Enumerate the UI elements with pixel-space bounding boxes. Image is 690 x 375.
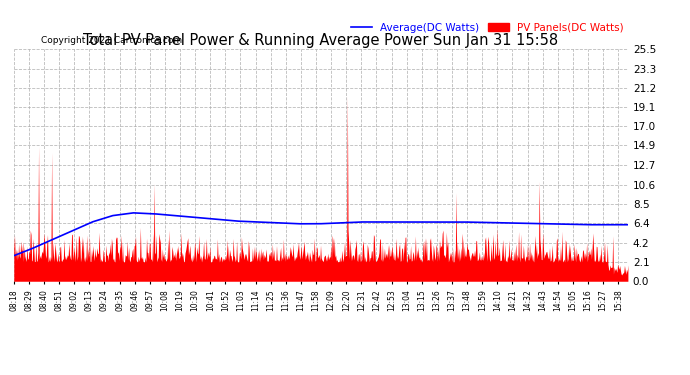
Line: Average(DC Watts): Average(DC Watts) xyxy=(14,213,628,256)
Average(DC Watts) xyxy=(10,254,18,258)
Average(DC Watts) xyxy=(358,220,366,224)
Average(DC Watts) xyxy=(210,217,219,221)
Title: Total PV Panel Power & Running Average Power Sun Jan 31 15:58: Total PV Panel Power & Running Average P… xyxy=(83,33,558,48)
Average(DC Watts) xyxy=(322,221,331,226)
Text: Copyright 2021 Cartronics.com: Copyright 2021 Cartronics.com xyxy=(41,36,183,45)
Average(DC Watts) xyxy=(267,220,275,225)
Legend: Average(DC Watts), PV Panels(DC Watts): Average(DC Watts), PV Panels(DC Watts) xyxy=(347,18,628,37)
Average(DC Watts) xyxy=(546,222,554,226)
Average(DC Watts) xyxy=(129,211,137,215)
Average(DC Watts) xyxy=(490,220,498,225)
Average(DC Watts) xyxy=(624,222,632,227)
